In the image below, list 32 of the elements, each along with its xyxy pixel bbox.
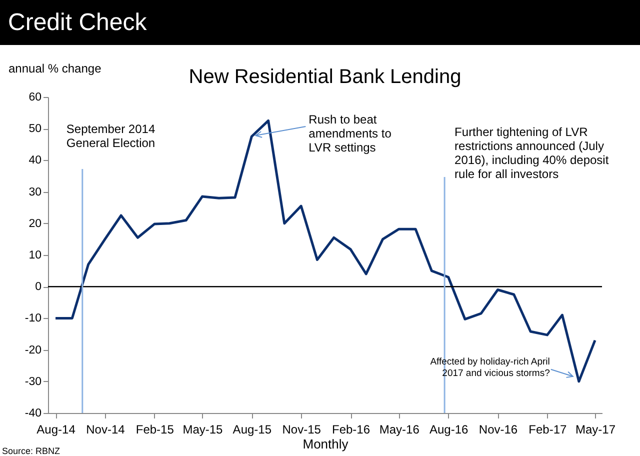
y-tick-label: 10 bbox=[28, 250, 42, 262]
y-tick-label: -30 bbox=[24, 376, 42, 388]
y-tick-label: 40 bbox=[28, 154, 42, 167]
x-tick-label: Nov-14 bbox=[86, 422, 126, 436]
y-axis-title: annual % change bbox=[8, 62, 102, 76]
x-tick-label: Nov-15 bbox=[282, 422, 322, 436]
x-tick-label: Aug-14 bbox=[36, 422, 76, 436]
y-tick-label: 50 bbox=[28, 123, 42, 136]
x-axis-title: Monthly bbox=[302, 436, 349, 452]
ref-line-label: Further tightening of LVR restrictions announced (July 2016), including 40% deposit rule for all investors bbox=[454, 125, 610, 181]
y-tick-label: 20 bbox=[28, 218, 42, 230]
x-tick-label: May-16 bbox=[379, 422, 420, 436]
y-tick-label: -20 bbox=[24, 344, 42, 356]
x-tick-label: Feb-15 bbox=[136, 422, 174, 436]
annotation: Rush to beat amendments to LVR settings bbox=[308, 112, 392, 154]
x-tick-label: Feb-17 bbox=[528, 422, 568, 436]
x-tick-label: Nov-16 bbox=[478, 422, 518, 436]
y-tick-label: 30 bbox=[28, 186, 42, 198]
chart-title: Credit Check bbox=[0, 0, 640, 45]
annotation: Affected by holiday-rich April 2017 and vicious storms? bbox=[430, 356, 550, 379]
x-tick-label: Aug-16 bbox=[429, 422, 468, 436]
source-note: Source: RBNZ bbox=[2, 446, 61, 456]
x-tick-label: Aug-15 bbox=[232, 422, 272, 436]
ref-line-label: September 2014 General Election bbox=[66, 122, 156, 150]
y-tick-label: -10 bbox=[24, 312, 42, 325]
y-tick-label: 0 bbox=[35, 281, 42, 294]
x-tick-label: May-15 bbox=[182, 422, 224, 436]
x-tick-label: May-17 bbox=[576, 422, 616, 436]
chart-subtitle: New Residential Bank Lending bbox=[188, 66, 462, 88]
y-tick-label: 60 bbox=[28, 92, 42, 104]
x-tick-label: Feb-16 bbox=[332, 422, 370, 436]
y-tick-label: -40 bbox=[24, 408, 42, 420]
